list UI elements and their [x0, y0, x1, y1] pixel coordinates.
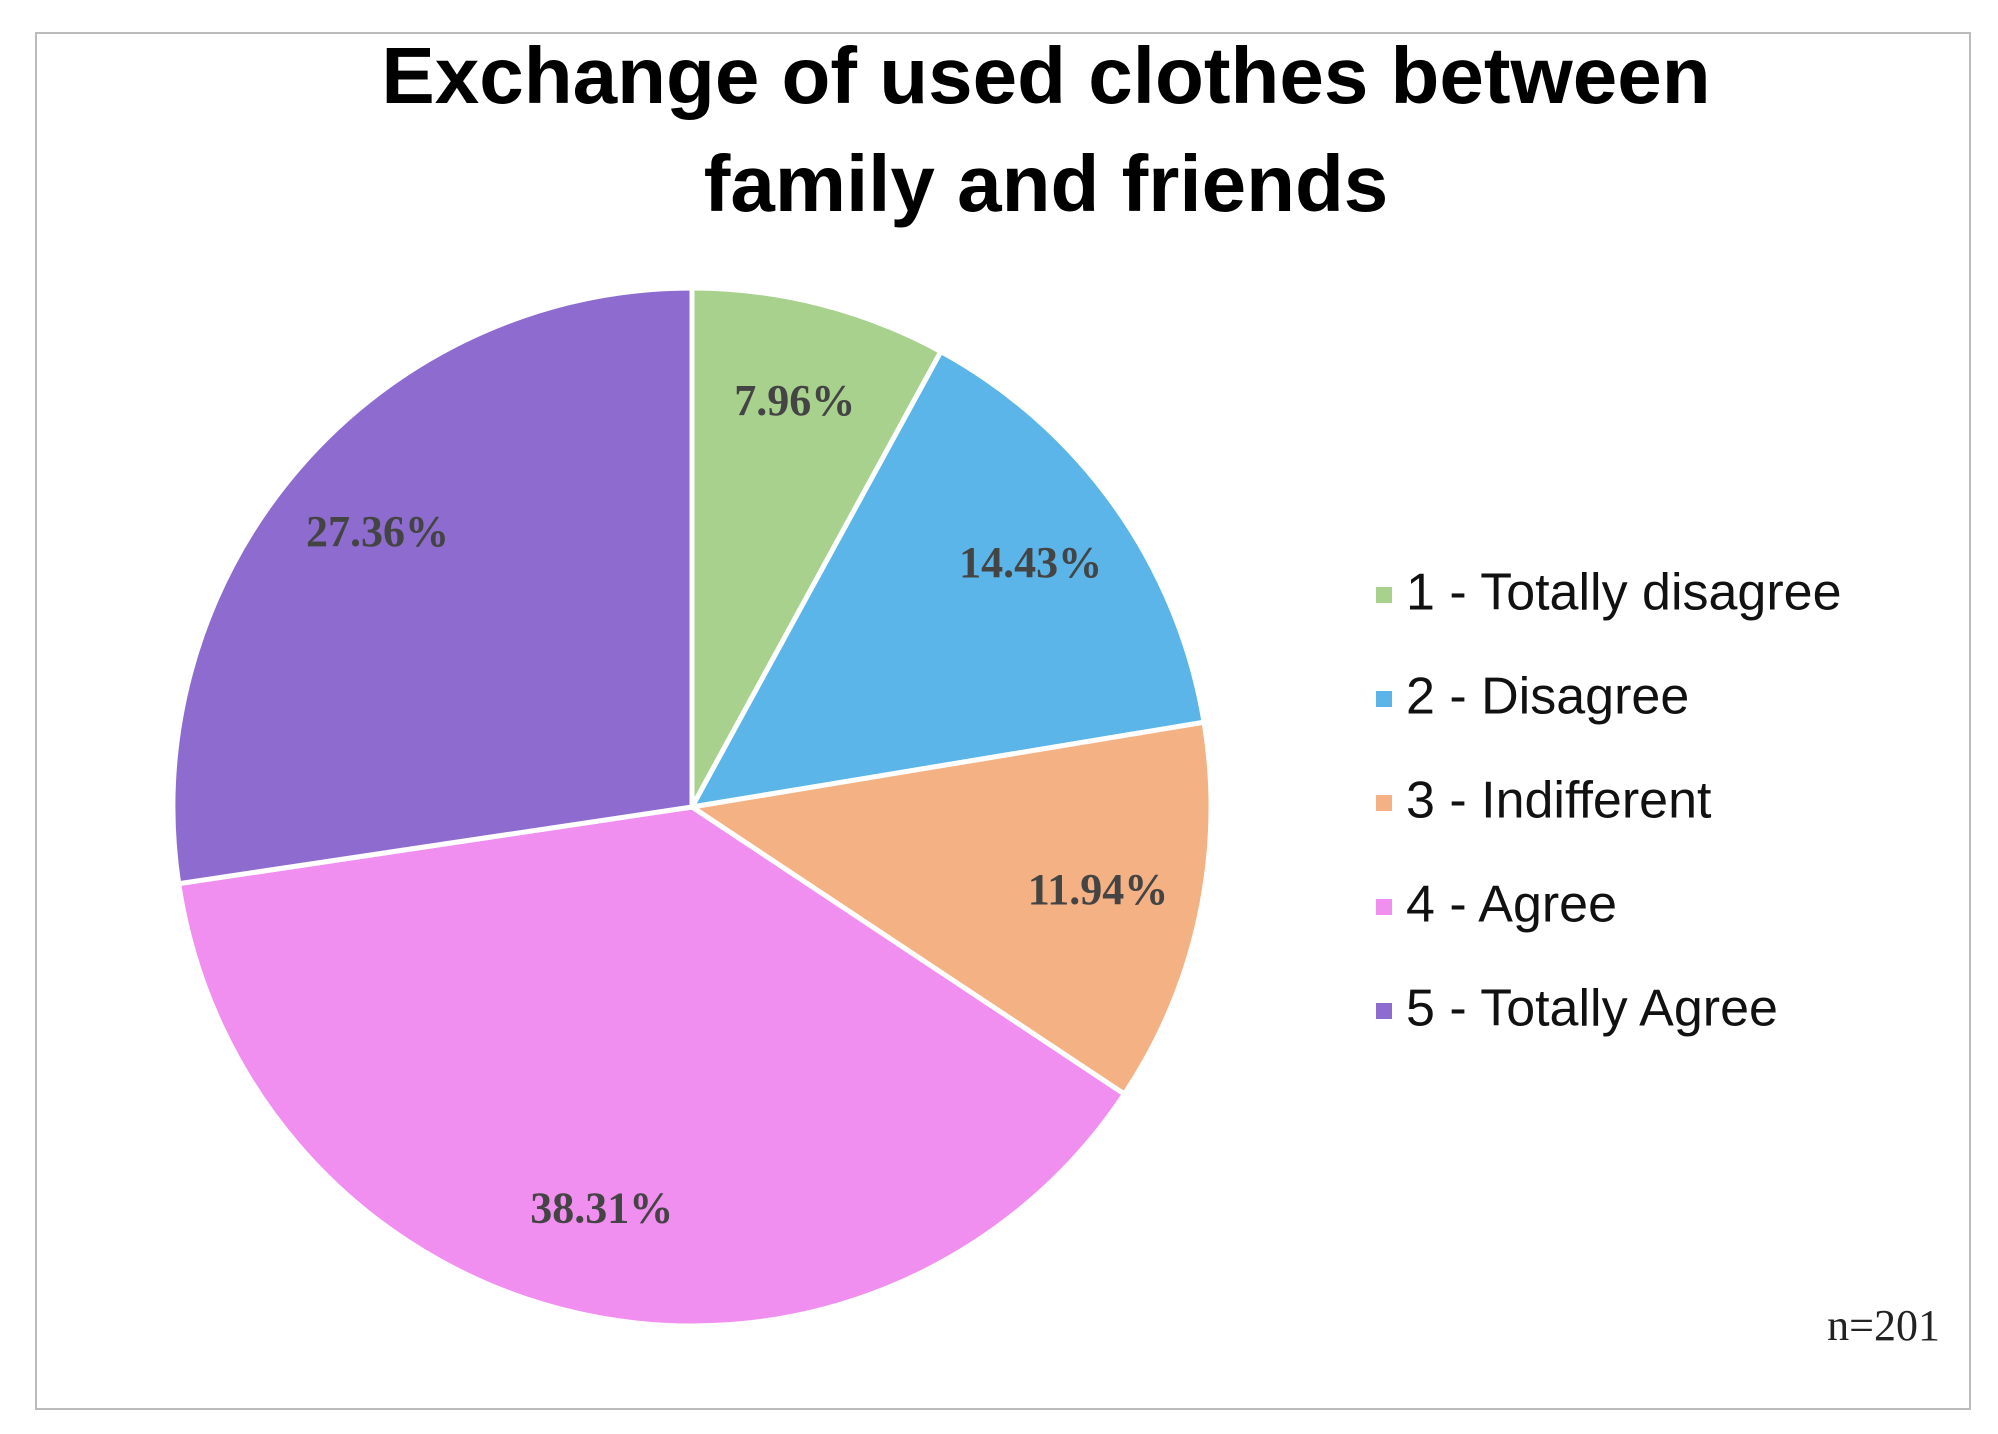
pie-slice: [689, 285, 945, 809]
value-label: 27.36%: [306, 507, 449, 556]
pie-slice: [175, 804, 1128, 1329]
value-label: 14.43%: [959, 538, 1102, 587]
annotation: n=201: [1827, 1301, 1940, 1350]
legend-marker: [1376, 899, 1392, 915]
legend-marker: [1376, 691, 1392, 707]
legend-marker: [1376, 795, 1392, 811]
legend-label: 2 - Disagree: [1406, 668, 1689, 726]
pie-slice: [685, 719, 1214, 1098]
legend-label: 3 - Indifferent: [1406, 772, 1712, 830]
value-label: 38.31%: [530, 1183, 673, 1232]
legend-label: 1 - Totally disagree: [1406, 564, 1842, 622]
legend-label: 5 - Totally Agree: [1406, 980, 1778, 1038]
pie-slice: [687, 348, 1207, 811]
legend-marker: [1376, 1003, 1392, 1019]
value-label: 7.96%: [734, 376, 855, 425]
pie-slice: [170, 285, 695, 887]
legend-label: 4 - Agree: [1406, 876, 1617, 934]
value-label: 11.94%: [1028, 865, 1169, 914]
chart-title: Exchange of used clothes between family a…: [381, 31, 1710, 228]
legend-marker: [1376, 587, 1392, 603]
